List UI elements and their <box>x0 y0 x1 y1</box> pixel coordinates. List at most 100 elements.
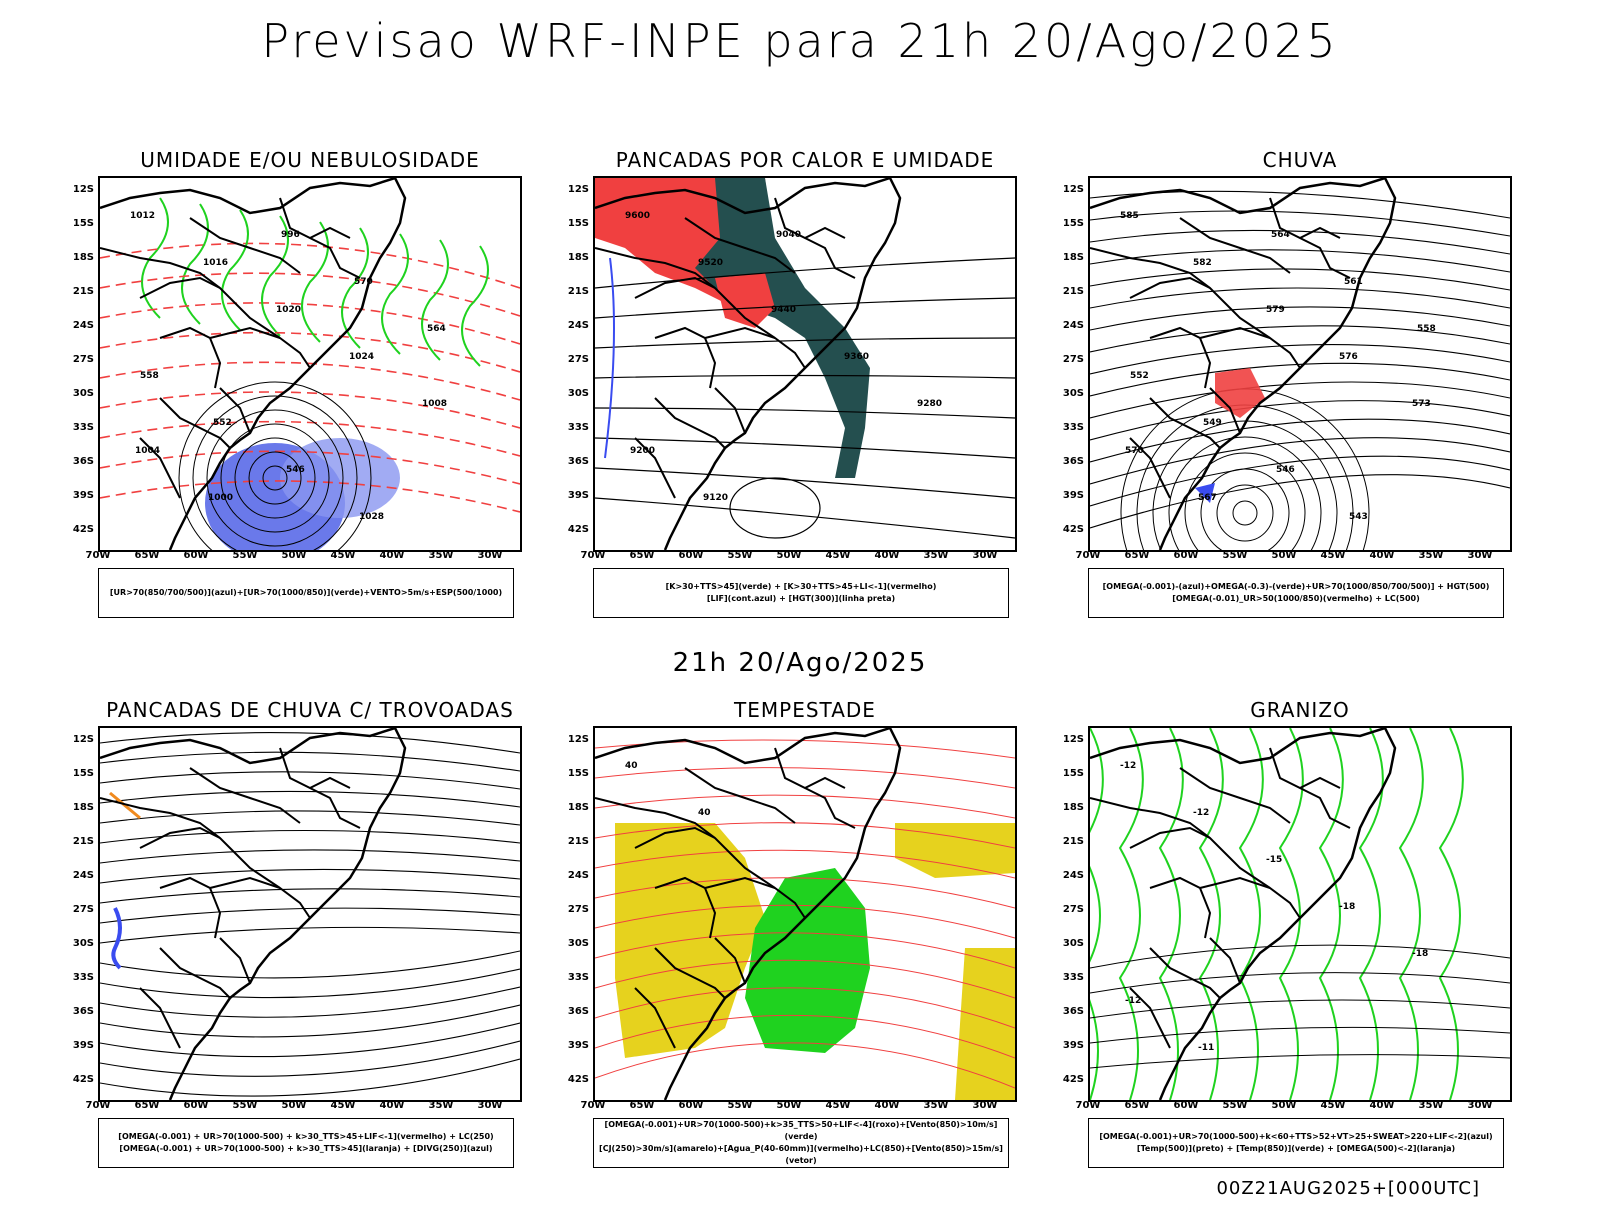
longitude-label: 60W <box>1173 1100 1199 1111</box>
latitude-label: 33S <box>567 972 589 983</box>
longitude-label: 30W <box>972 550 998 561</box>
legend-line: [OMEGA(-0.001) + UR>70(1000-500) + k>30_… <box>118 1132 494 1141</box>
contour-label: 564 <box>427 324 446 334</box>
political-border <box>774 747 846 790</box>
streamline <box>100 810 520 826</box>
contour-label: 40 <box>625 761 638 771</box>
longitude-label: 60W <box>678 1100 704 1111</box>
political-border <box>189 767 301 824</box>
humidity-contour-green <box>461 245 489 367</box>
longitude-label: 35W <box>1418 550 1444 561</box>
streamline-red <box>595 822 1015 849</box>
thickness-contour-red <box>100 450 520 485</box>
forecast-map: -12 -12 -15 -18 -18 -12 -11 <box>1088 726 1512 1102</box>
humidity-contour-green <box>421 239 449 361</box>
coastline <box>1090 178 1397 550</box>
temperature-contour-black <box>1090 944 1510 969</box>
contour-label: 558 <box>140 371 159 381</box>
temperature-contour-green <box>1358 728 1384 1100</box>
longitude-label: 65W <box>1124 1100 1150 1111</box>
humidity-shade-lightblue <box>280 438 400 518</box>
longitude-label: 70W <box>580 550 606 561</box>
longitude-label: 30W <box>972 1100 998 1111</box>
political-border <box>309 787 361 829</box>
contour-label: -15 <box>1266 855 1282 865</box>
longitude-label: 50W <box>1271 1100 1297 1111</box>
geopotential-contour <box>1090 229 1510 255</box>
longitude-label: 55W <box>727 1100 753 1111</box>
latitude-label: 39S <box>1062 1040 1084 1051</box>
streamline <box>100 868 520 884</box>
panel-title: CHUVA <box>1262 148 1338 172</box>
contour-label: -12 <box>1193 808 1209 818</box>
latitude-label: 18S <box>1062 252 1084 263</box>
latitude-label: 21S <box>567 836 589 847</box>
height-contour <box>595 497 1015 539</box>
latitude-label: 15S <box>72 768 94 779</box>
latitude-label: 33S <box>1062 972 1084 983</box>
latitude-label: 12S <box>1062 184 1084 195</box>
pressure-isobar <box>248 451 302 505</box>
contour-label: 9360 <box>844 352 869 362</box>
panel-legend: [OMEGA(-0.001)+UR>70(1000-500)+k<60+TTS>… <box>1088 1118 1504 1168</box>
latitude-label: 36S <box>567 456 589 467</box>
temperature-contour-green <box>1158 728 1184 1100</box>
geopotential-contour <box>1090 418 1510 463</box>
temperature-contour-green <box>1118 728 1144 1100</box>
longitude-label: 55W <box>727 550 753 561</box>
contour-label: 552 <box>213 418 232 428</box>
latitude-label: 30S <box>567 388 589 399</box>
political-border <box>279 197 351 240</box>
longitude-label: 65W <box>629 550 655 561</box>
humidity-contour-green <box>381 233 409 355</box>
forecast-map: 9600 9520 9440 9360 9280 9200 9120 9040 <box>593 176 1017 552</box>
run-timestamp: 00Z21AUG2025+[000UTC] <box>1216 1178 1480 1199</box>
streamline-red <box>595 767 1015 789</box>
height-contour <box>595 437 1015 459</box>
contour-label: 549 <box>1203 418 1222 428</box>
latitude-label: 36S <box>567 1006 589 1017</box>
political-border <box>1179 217 1291 274</box>
contour-label: 564 <box>1271 230 1290 240</box>
latitude-label: 33S <box>1062 422 1084 433</box>
pressure-isobar <box>178 381 372 550</box>
contour-label: 576 <box>1339 352 1358 362</box>
time-subtitle: 21h 20/Ago/2025 <box>672 648 928 678</box>
rain-shade-blue <box>1195 483 1215 503</box>
latitude-label: 39S <box>1062 490 1084 501</box>
map-svg: 40 40 <box>595 728 1015 1100</box>
latitude-label: 36S <box>1062 1006 1084 1017</box>
latitude-label: 27S <box>1062 354 1084 365</box>
political-border <box>139 437 181 499</box>
latitude-label: 21S <box>72 286 94 297</box>
map-layers: -12 -12 -15 -18 -18 -12 -11 <box>1090 728 1510 1100</box>
latitude-label: 39S <box>567 490 589 501</box>
political-border <box>1269 197 1341 240</box>
longitude-label: 40W <box>874 550 900 561</box>
longitude-label: 30W <box>1467 1100 1493 1111</box>
geopotential-contour <box>1090 268 1510 291</box>
forecast-map: 1012 1016 1020 1024 1008 1004 1000 996 570 564 558… <box>98 176 522 552</box>
streamline-red <box>595 877 1015 909</box>
latitude-label: 18S <box>567 252 589 263</box>
latitude-label: 27S <box>567 354 589 365</box>
longitude-label: 30W <box>1467 550 1493 561</box>
legend-line: [LIF](cont.azul) + [HGT(300)](linha pret… <box>706 594 896 603</box>
pressure-isobar <box>234 437 316 519</box>
latitude-label: 24S <box>567 870 589 881</box>
contour-label: 567 <box>1198 493 1217 503</box>
longitude-label: 65W <box>134 550 160 561</box>
contour-label: 582 <box>1193 258 1212 268</box>
map-svg <box>100 728 520 1100</box>
geopotential-contour <box>1090 287 1510 309</box>
longitude-label: 55W <box>232 550 258 561</box>
contour-label: -11 <box>1198 1043 1214 1053</box>
political-border <box>189 217 301 274</box>
geopotential-contour <box>1090 400 1510 441</box>
political-border <box>654 947 726 999</box>
longitude-label: 55W <box>1222 550 1248 561</box>
longitude-label: 50W <box>776 1100 802 1111</box>
latitude-label: 42S <box>72 1074 94 1085</box>
political-border <box>704 876 806 919</box>
latitude-label: 18S <box>567 802 589 813</box>
